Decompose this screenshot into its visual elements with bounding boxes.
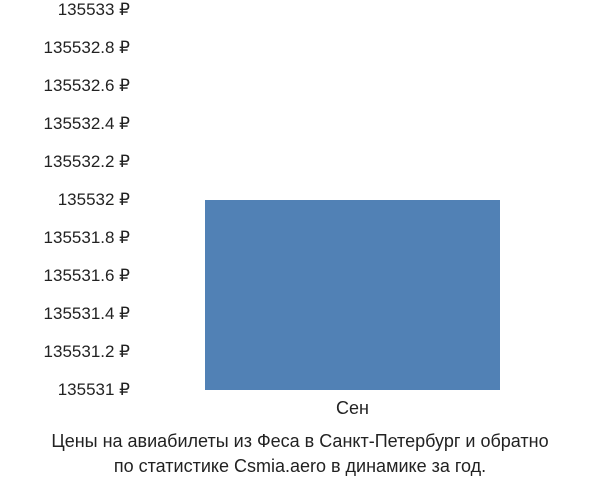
y-tick-label: 135532.6 ₽ — [0, 76, 130, 96]
bar-sep — [205, 200, 500, 390]
chart-caption: Цены на авиабилеты из Феса в Санкт-Петер… — [0, 429, 600, 478]
y-tick-label: 135531.2 ₽ — [0, 342, 130, 362]
y-axis: 135531 ₽135531.2 ₽135531.4 ₽135531.6 ₽13… — [0, 10, 140, 390]
y-tick-label: 135532.2 ₽ — [0, 152, 130, 172]
y-tick-label: 135531.4 ₽ — [0, 304, 130, 324]
chart-area: 135531 ₽135531.2 ₽135531.4 ₽135531.6 ₽13… — [0, 10, 600, 390]
y-tick-label: 135533 ₽ — [0, 0, 130, 20]
plot-area — [145, 10, 575, 390]
y-tick-label: 135532 ₽ — [0, 190, 130, 210]
x-tick-label: Сен — [336, 398, 369, 419]
caption-line2: по статистике Csmia.aero в динамике за г… — [114, 456, 486, 476]
y-tick-label: 135531.8 ₽ — [0, 228, 130, 248]
y-tick-label: 135532.4 ₽ — [0, 114, 130, 134]
y-tick-label: 135531 ₽ — [0, 380, 130, 400]
y-tick-label: 135531.6 ₽ — [0, 266, 130, 286]
caption-line1: Цены на авиабилеты из Феса в Санкт-Петер… — [51, 431, 548, 451]
y-tick-label: 135532.8 ₽ — [0, 38, 130, 58]
